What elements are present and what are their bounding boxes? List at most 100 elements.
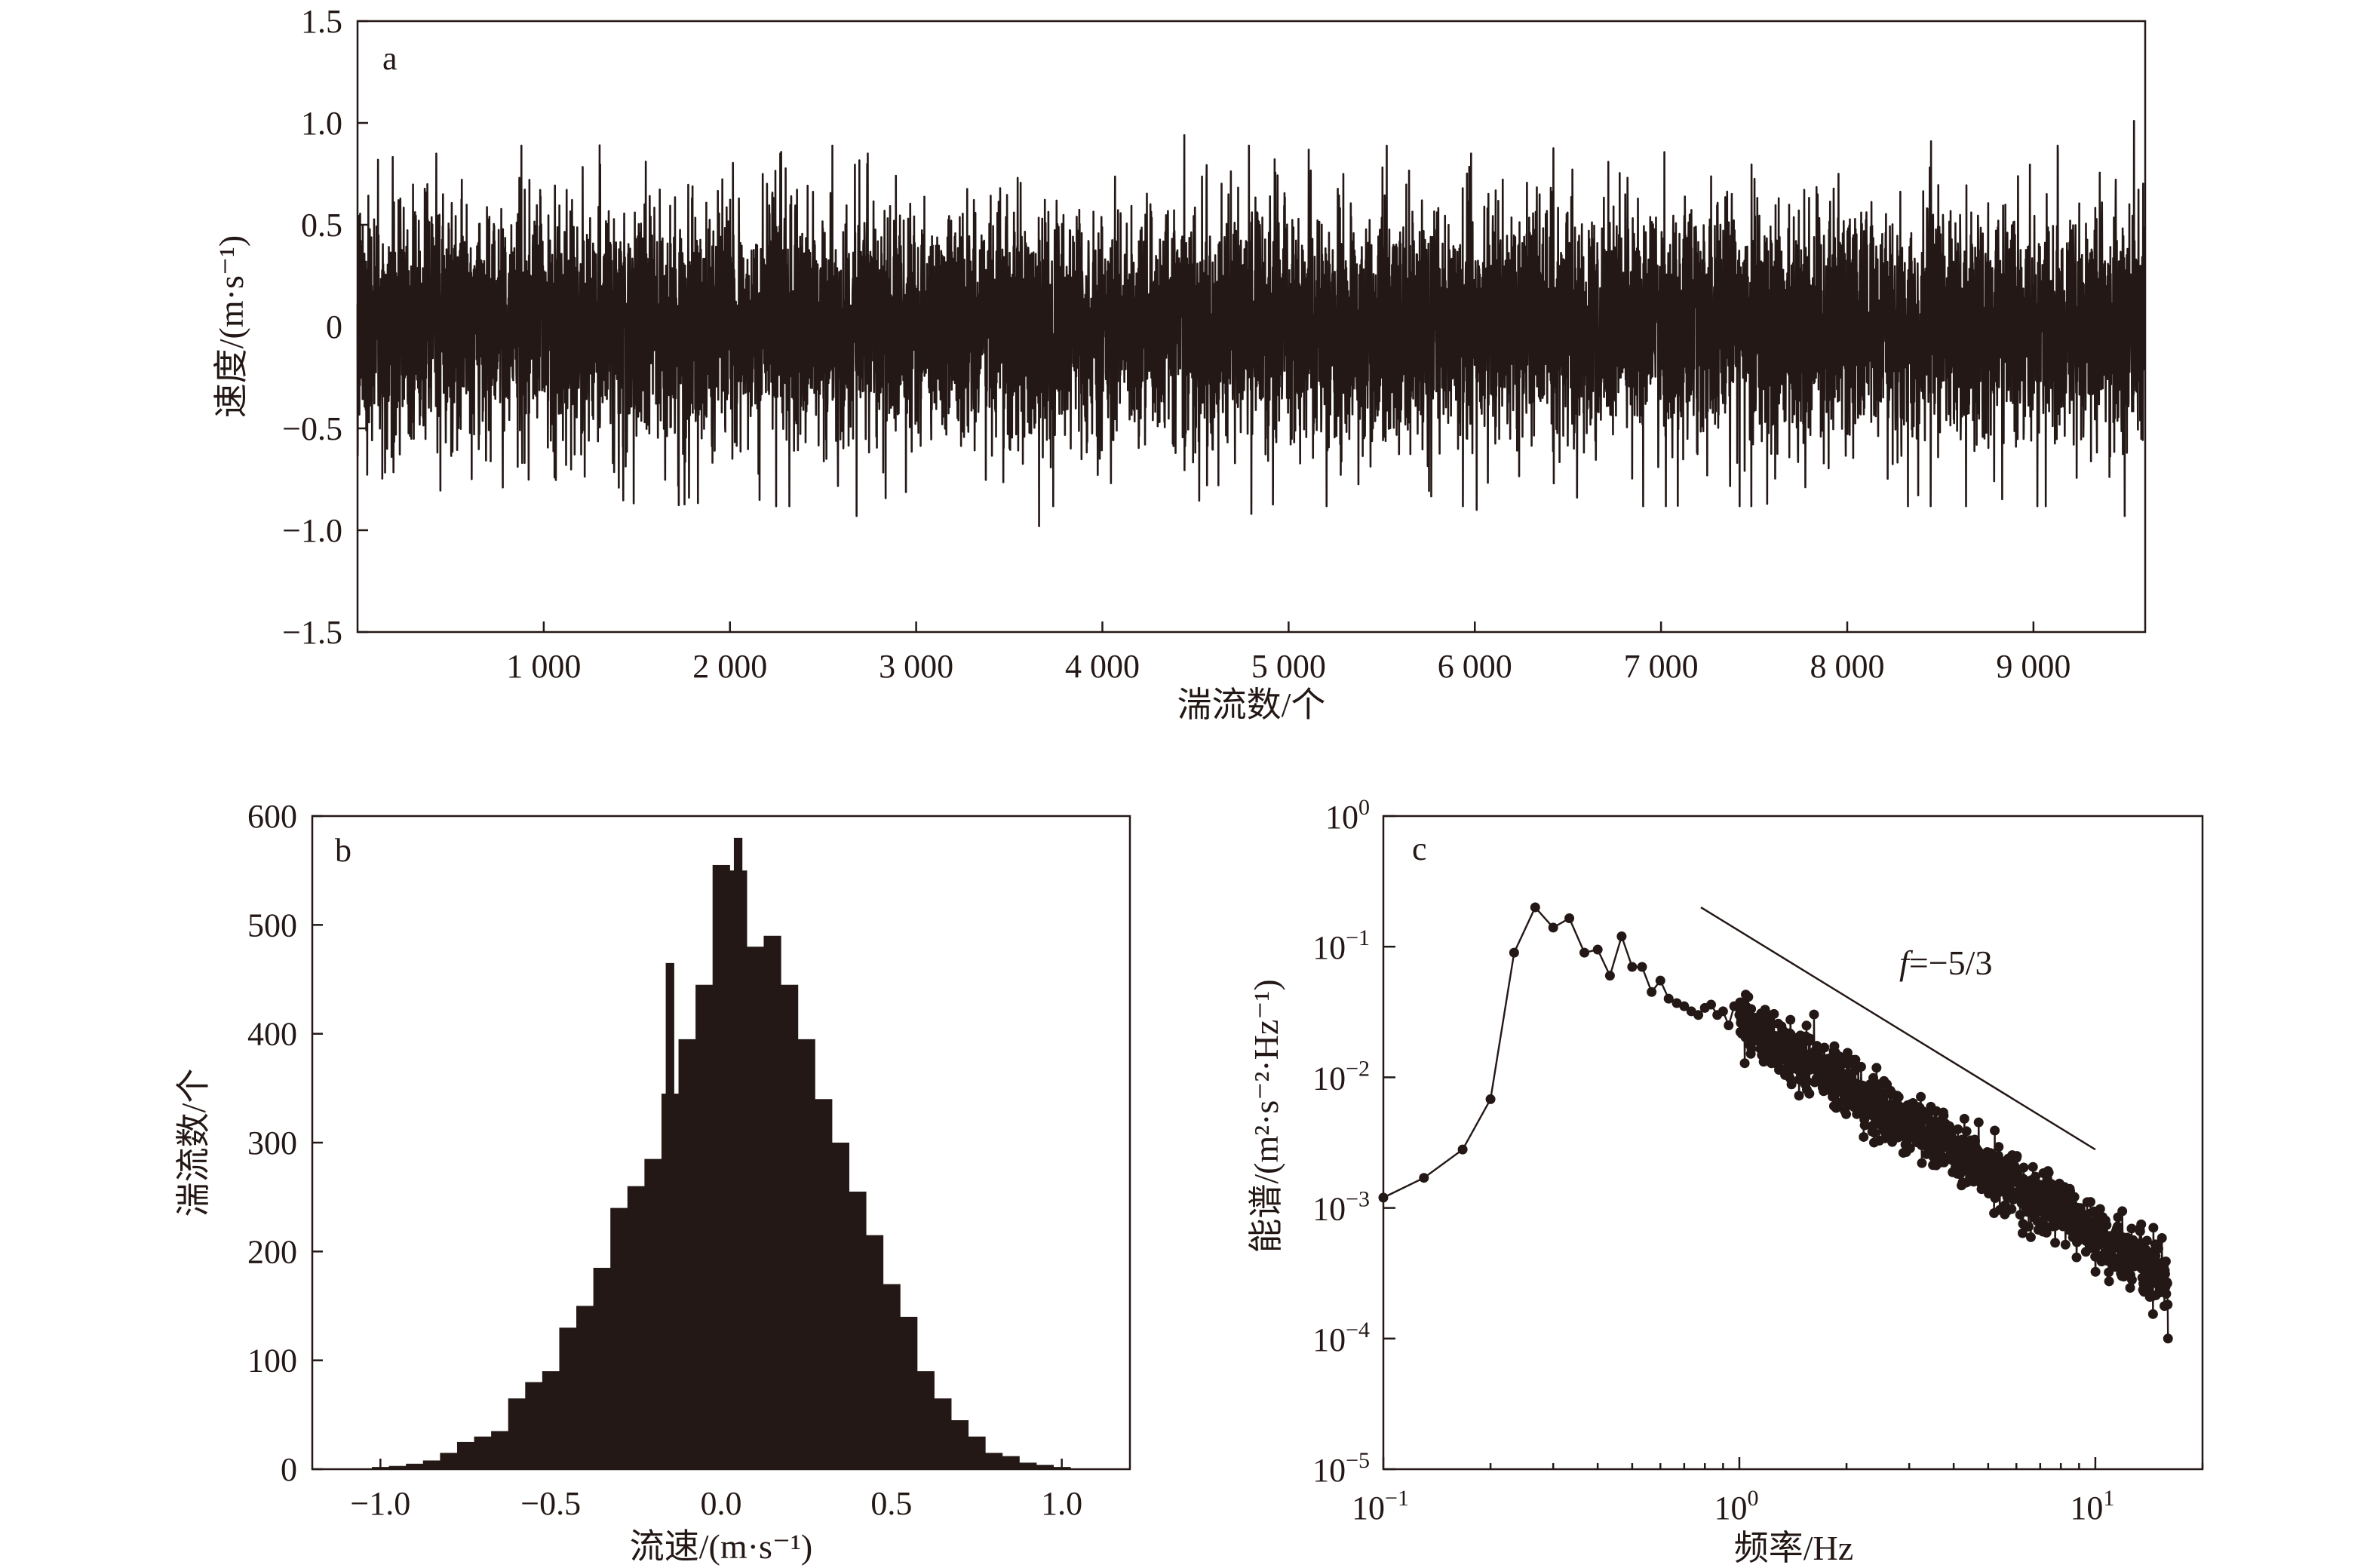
chart-c-data-point [2141, 1235, 2152, 1246]
chart-b-bar [916, 1371, 935, 1469]
chart-c-data-point [1718, 1006, 1728, 1017]
chart-c-data-point [2032, 1216, 2043, 1226]
chart-b-bar [610, 1207, 628, 1469]
chart-c-plot-frame [1382, 815, 2204, 1471]
chart-a-y-tick-label: −1.5 [282, 614, 342, 651]
chart-c-data-point [2060, 1239, 2071, 1250]
chart-b-bar [508, 1398, 526, 1469]
chart-c-y-tick-label: 10−2 [1312, 1056, 1370, 1097]
chart-c-y-axis-title: 能谱/(m²·s⁻²·Hz⁻¹) [1247, 979, 1285, 1253]
chart-c-x-tick-label: 10−1 [1352, 1486, 1409, 1527]
chart-c-reference-line [1700, 906, 2096, 1151]
chart-b-x-tick-label: −1.0 [350, 1485, 410, 1522]
chart-c-x-tick-label-base: 10 [1352, 1490, 1385, 1527]
chart-c-data-point [1616, 931, 1627, 941]
chart-b-bar [1019, 1462, 1037, 1469]
chart-c-data-point [1804, 1033, 1815, 1044]
chart-c-data-point [1739, 1058, 1750, 1069]
chart-c-data-point [1819, 1042, 1830, 1053]
chart-c: f=−5/3 10−1 100 10110010−110−210−310−410−5… [1247, 795, 2204, 1567]
chart-a-y-tick-label: 0.5 [301, 207, 342, 244]
chart-a-x-tick-label: 7 000 [1624, 648, 1699, 685]
chart-b-x-tick-label: 0.0 [701, 1485, 742, 1522]
chart-b-bar [883, 1284, 901, 1469]
chart-c-data-point [1905, 1143, 1915, 1153]
chart-a-panel-label: a [382, 40, 398, 77]
chart-c-data-point [1994, 1142, 2004, 1152]
chart-c-data-point [1809, 1009, 1819, 1020]
chart-c-data-point [1856, 1061, 1866, 1072]
chart-c-data-point [1485, 1094, 1496, 1104]
chart-c-data-point [1842, 1048, 1853, 1058]
chart-b-bar [456, 1441, 475, 1469]
chart-b-bar [763, 935, 781, 1469]
chart-b-bar [831, 1143, 849, 1469]
chart-c-data-point [2161, 1289, 2172, 1300]
chart-c-data-point [1706, 999, 1717, 1010]
chart-c-y-tick-label: 10−5 [1312, 1448, 1370, 1489]
chart-c-data-point [1746, 1004, 1757, 1014]
chart-c-data-point [1592, 944, 1603, 955]
chart-c-data-point [1871, 1063, 1882, 1073]
chart-c-data-point [1916, 1091, 1926, 1102]
chart-b-bar [422, 1460, 441, 1469]
chart-b-bar [491, 1431, 509, 1469]
chart-c-data-point [1604, 971, 1615, 981]
chart-c-data-point [2012, 1151, 2022, 1161]
chart-c-y-tick-label-base: 10 [1312, 1452, 1346, 1489]
chart-a-axes: 1 000 2 000 3 000 4 000 5 000 6 000 7 000 8 000… [282, 3, 2071, 685]
chart-a-series-line [356, 120, 2147, 527]
chart-b-bar [1002, 1456, 1020, 1469]
chart-a-x-tick-label: 2 000 [692, 648, 767, 685]
chart-c-data-point [1883, 1100, 1893, 1111]
chart-a-y-tick-label: 0 [326, 308, 342, 345]
chart-c-data-point [1647, 987, 1657, 997]
chart-c-y-tick-label: 10−4 [1312, 1318, 1370, 1358]
chart-b-bar [950, 1420, 969, 1469]
chart-c-data-point [1746, 1044, 1757, 1054]
chart-c-data-point [1917, 1158, 1927, 1168]
chart-c-data-point [1785, 1014, 1796, 1025]
chart-c-data-point [2126, 1275, 2137, 1285]
chart-a-line-layer [356, 120, 2147, 527]
chart-c-data-point [2126, 1223, 2137, 1234]
chart-b-bar [593, 1267, 611, 1469]
chart-c-y-tick-label-exponent: −1 [1346, 925, 1370, 950]
chart-c-x-tick-label-exponent: −1 [1385, 1486, 1409, 1511]
chart-a-x-tick-label: 8 000 [1810, 648, 1885, 685]
chart-c-data-point [1859, 1131, 1869, 1142]
chart-c-data-point [1973, 1117, 1984, 1128]
chart-c-data-point [1530, 902, 1540, 913]
chart-c-x-tick-label-base: 10 [1714, 1490, 1747, 1527]
chart-c-data-point [1655, 975, 1665, 986]
chart-c-y-tick-label-exponent: −4 [1346, 1318, 1370, 1342]
chart-c-data-point [1850, 1054, 1861, 1065]
chart-b-bar [1036, 1465, 1054, 1469]
chart-c-x-tick-label-exponent: 1 [2103, 1486, 2114, 1511]
chart-c-data-point [1679, 1001, 1690, 1011]
chart-c-data-point [2157, 1233, 2167, 1244]
chart-c-data-point [1579, 947, 1589, 958]
chart-c-data-point [2090, 1266, 2101, 1277]
chart-b-bar [576, 1306, 594, 1469]
chart-b-x-tick-label: 1.0 [1041, 1485, 1082, 1522]
chart-b-y-tick-label: 500 [247, 907, 297, 944]
chart-a-y-axis-title: 速度/(m·s⁻¹) [212, 235, 250, 419]
chart-c-data-point [2028, 1161, 2038, 1172]
chart-c-data-point [2050, 1238, 2061, 1248]
chart-c-data-point [1786, 1079, 1797, 1090]
chart-c-data-point [1637, 962, 1647, 972]
chart-c-data-point [1548, 922, 1558, 933]
chart-c-y-tick-label-base: 10 [1325, 799, 1358, 836]
chart-b-x-tick-label: 0.5 [870, 1485, 912, 1522]
chart-b-y-tick-label: 600 [247, 798, 297, 835]
chart-c-data-point [1564, 913, 1575, 924]
chart-c-data-point [2136, 1219, 2147, 1229]
chart-c-data-point [1671, 998, 1682, 1008]
chart-c-data-point [2024, 1221, 2034, 1232]
chart-b-bar [388, 1465, 407, 1469]
chart-c-data-point [2101, 1220, 2112, 1230]
chart-b-bar [406, 1463, 424, 1469]
chart-c-y-tick-label-base: 10 [1312, 1191, 1346, 1228]
chart-c-data-point [1990, 1125, 2000, 1136]
